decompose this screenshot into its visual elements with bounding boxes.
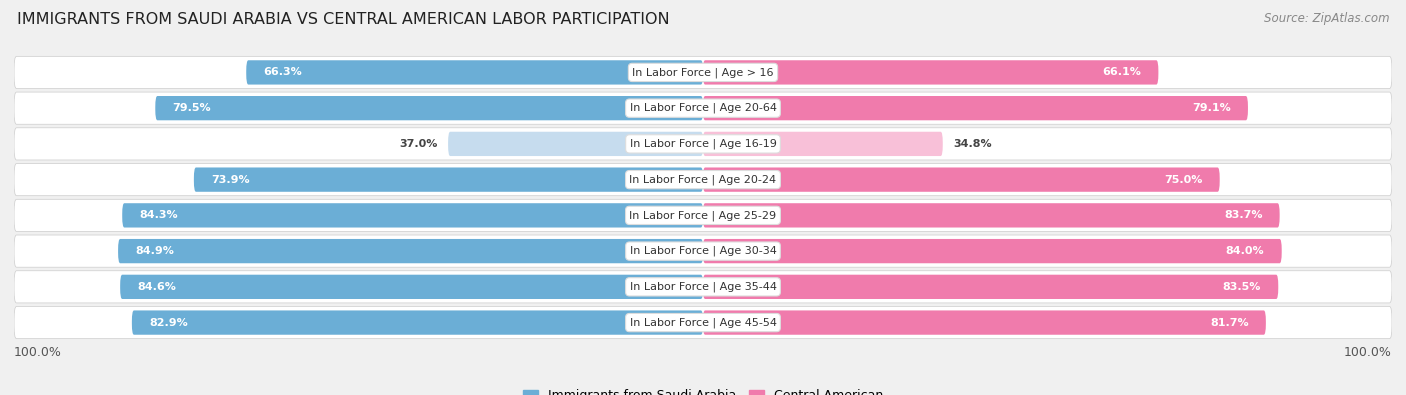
Text: 81.7%: 81.7% [1211, 318, 1249, 327]
Text: 100.0%: 100.0% [14, 346, 62, 359]
Text: 84.3%: 84.3% [139, 211, 179, 220]
Text: In Labor Force | Age 20-24: In Labor Force | Age 20-24 [630, 174, 776, 185]
Text: 100.0%: 100.0% [1344, 346, 1392, 359]
Text: In Labor Force | Age 35-44: In Labor Force | Age 35-44 [630, 282, 776, 292]
Text: 84.9%: 84.9% [135, 246, 174, 256]
Text: 83.7%: 83.7% [1223, 211, 1263, 220]
Text: In Labor Force | Age 30-34: In Labor Force | Age 30-34 [630, 246, 776, 256]
FancyBboxPatch shape [703, 203, 1279, 228]
Text: 34.8%: 34.8% [953, 139, 991, 149]
FancyBboxPatch shape [120, 275, 703, 299]
FancyBboxPatch shape [14, 56, 1392, 88]
Text: In Labor Force | Age > 16: In Labor Force | Age > 16 [633, 67, 773, 78]
Text: Source: ZipAtlas.com: Source: ZipAtlas.com [1264, 12, 1389, 25]
FancyBboxPatch shape [132, 310, 703, 335]
FancyBboxPatch shape [122, 203, 703, 228]
Text: 84.6%: 84.6% [138, 282, 176, 292]
FancyBboxPatch shape [703, 132, 943, 156]
Text: In Labor Force | Age 25-29: In Labor Force | Age 25-29 [630, 210, 776, 221]
FancyBboxPatch shape [14, 164, 1392, 196]
FancyBboxPatch shape [14, 92, 1392, 124]
FancyBboxPatch shape [703, 310, 1265, 335]
Text: 66.1%: 66.1% [1102, 68, 1142, 77]
Text: 73.9%: 73.9% [211, 175, 250, 184]
Text: 79.1%: 79.1% [1192, 103, 1230, 113]
FancyBboxPatch shape [703, 96, 1249, 120]
FancyBboxPatch shape [14, 235, 1392, 267]
Text: 84.0%: 84.0% [1226, 246, 1264, 256]
FancyBboxPatch shape [703, 60, 1159, 85]
Text: 79.5%: 79.5% [173, 103, 211, 113]
FancyBboxPatch shape [14, 271, 1392, 303]
Text: 82.9%: 82.9% [149, 318, 188, 327]
Legend: Immigrants from Saudi Arabia, Central American: Immigrants from Saudi Arabia, Central Am… [517, 384, 889, 395]
Text: 66.3%: 66.3% [263, 68, 302, 77]
FancyBboxPatch shape [14, 128, 1392, 160]
FancyBboxPatch shape [449, 132, 703, 156]
FancyBboxPatch shape [194, 167, 703, 192]
Text: 83.5%: 83.5% [1223, 282, 1261, 292]
Text: 37.0%: 37.0% [399, 139, 437, 149]
FancyBboxPatch shape [14, 307, 1392, 339]
FancyBboxPatch shape [703, 239, 1282, 263]
FancyBboxPatch shape [703, 275, 1278, 299]
Text: In Labor Force | Age 45-54: In Labor Force | Age 45-54 [630, 317, 776, 328]
Text: In Labor Force | Age 16-19: In Labor Force | Age 16-19 [630, 139, 776, 149]
FancyBboxPatch shape [155, 96, 703, 120]
Text: 75.0%: 75.0% [1164, 175, 1202, 184]
Text: IMMIGRANTS FROM SAUDI ARABIA VS CENTRAL AMERICAN LABOR PARTICIPATION: IMMIGRANTS FROM SAUDI ARABIA VS CENTRAL … [17, 12, 669, 27]
FancyBboxPatch shape [246, 60, 703, 85]
FancyBboxPatch shape [118, 239, 703, 263]
FancyBboxPatch shape [14, 199, 1392, 231]
FancyBboxPatch shape [703, 167, 1219, 192]
Text: In Labor Force | Age 20-64: In Labor Force | Age 20-64 [630, 103, 776, 113]
